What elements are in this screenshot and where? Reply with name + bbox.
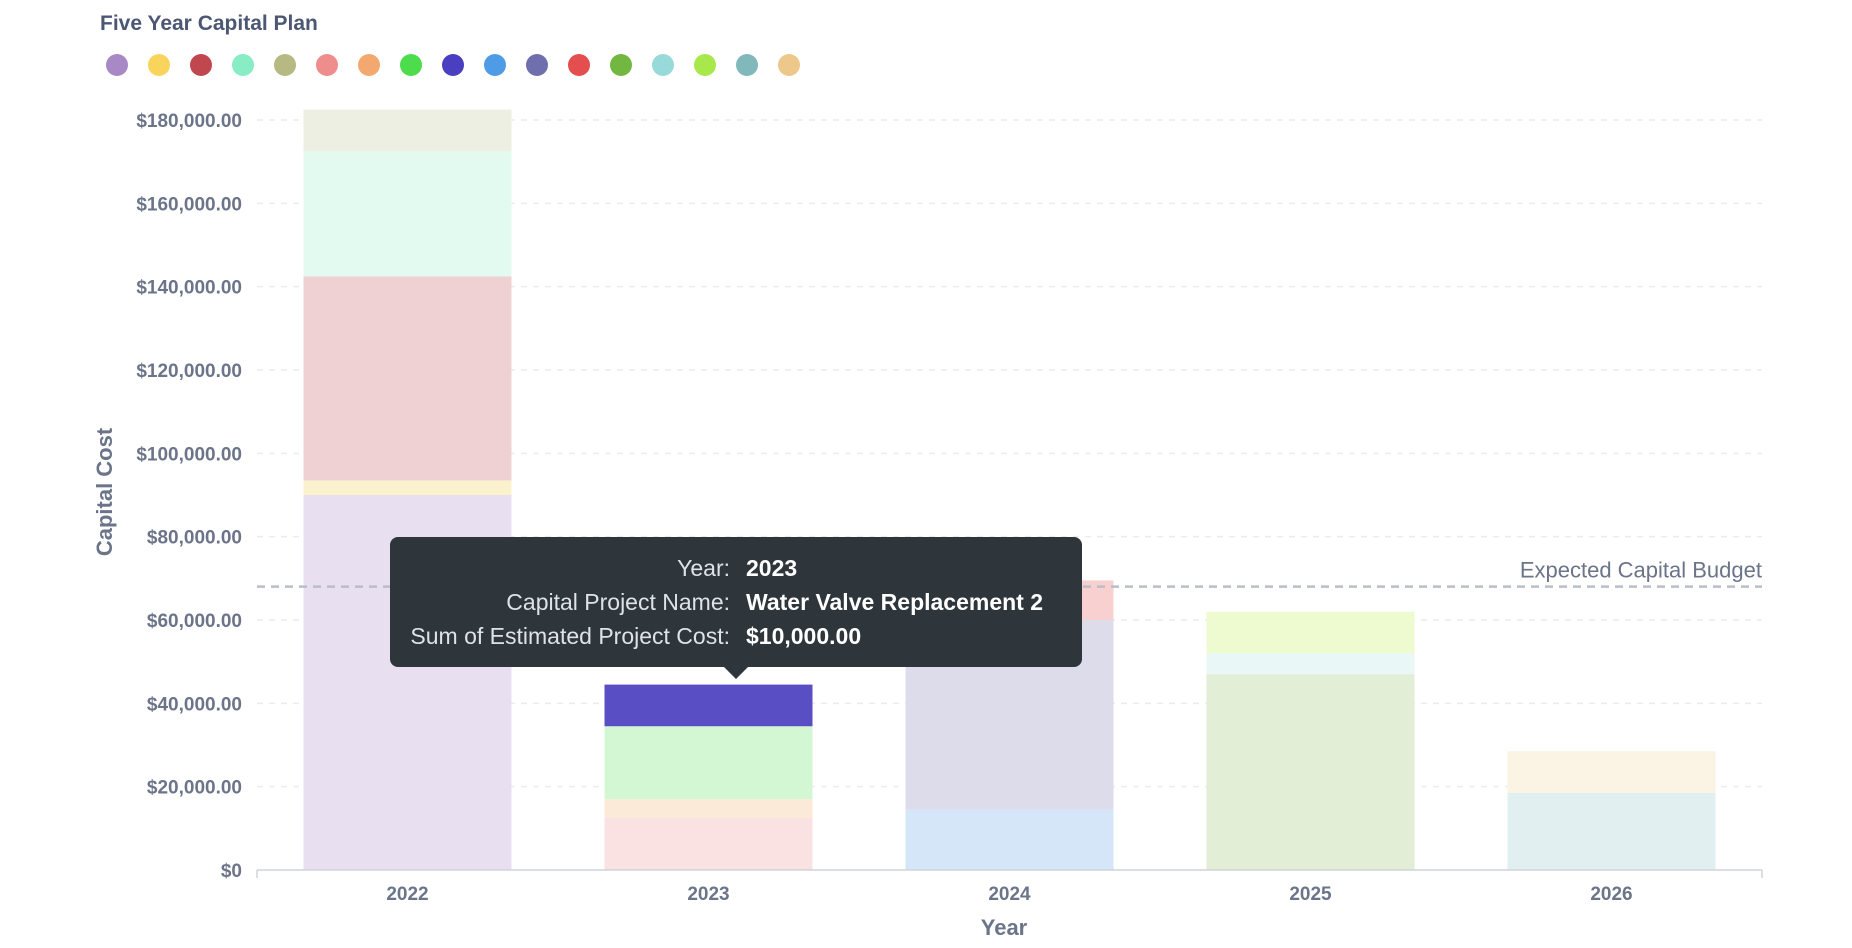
tooltip-value: Water Valve Replacement 2 <box>746 588 1044 615</box>
legend-dot-12[interactable] <box>568 54 590 76</box>
legend-dot-4[interactable] <box>232 54 254 76</box>
legend-dot-10[interactable] <box>484 54 506 76</box>
tooltip: Year: 2023 Capital Project Name: Water V… <box>390 537 1082 679</box>
tooltip-key: Year: <box>677 554 730 581</box>
bar-segment-2023-3[interactable] <box>604 726 813 800</box>
y-tick-label: $60,000.00 <box>147 611 242 632</box>
axis-layer: $0 $20,000.00 $40,000.00 $60,000.00 $80,000.… <box>136 111 1763 905</box>
legend-dot-14[interactable] <box>652 54 674 76</box>
y-tick-label: $160,000.00 <box>136 194 242 215</box>
bar-segment-2023-4[interactable] <box>604 684 813 727</box>
legend-dot-5[interactable] <box>274 54 296 76</box>
legend-dot-1[interactable] <box>106 54 128 76</box>
x-tick-label: 2025 <box>1289 884 1332 905</box>
legend-dot-7[interactable] <box>358 54 380 76</box>
x-axis-label: Year <box>981 915 1028 940</box>
y-tick-label: $0 <box>221 861 242 882</box>
legend-dot-15[interactable] <box>694 54 716 76</box>
bar-segment-2022-5[interactable] <box>303 109 512 152</box>
legend-dot-8[interactable] <box>400 54 422 76</box>
legend-dot-13[interactable] <box>610 54 632 76</box>
legend-dot-17[interactable] <box>778 54 800 76</box>
tooltip-value: $10,000.00 <box>746 622 862 649</box>
y-tick-label: $100,000.00 <box>136 444 242 465</box>
y-tick-label: $40,000.00 <box>147 694 242 715</box>
legend-dot-9[interactable] <box>442 54 464 76</box>
y-tick-label: $180,000.00 <box>136 111 242 132</box>
bar-segment-2026-1[interactable] <box>1507 792 1716 870</box>
legend-dot-16[interactable] <box>736 54 758 76</box>
y-tick-label: $80,000.00 <box>147 528 242 549</box>
x-tick-label: 2023 <box>687 884 729 905</box>
y-tick-label: $120,000.00 <box>136 361 242 382</box>
reference-line-layer: Expected Capital Budget <box>257 558 1762 588</box>
legend-dot-6[interactable] <box>316 54 338 76</box>
x-tick-label: 2024 <box>988 884 1031 905</box>
legend <box>106 52 800 78</box>
bar-segment-2026-2[interactable] <box>1507 751 1716 793</box>
bar-segment-2024-1[interactable] <box>905 809 1114 870</box>
bar-segment-2025-2[interactable] <box>1206 653 1415 675</box>
bars-layer <box>303 109 1716 870</box>
bar-segment-2022-2[interactable] <box>303 480 512 495</box>
bar-segment-2025-1[interactable] <box>1206 674 1415 870</box>
legend-dot-11[interactable] <box>526 54 548 76</box>
x-tick-label: 2022 <box>386 884 428 905</box>
tooltip-row-cost: Sum of Estimated Project Cost: $10,000.0… <box>390 619 1082 653</box>
y-axis-label: Capital Cost <box>92 427 117 556</box>
y-tick-label: $140,000.00 <box>136 278 242 299</box>
y-tick-label: $20,000.00 <box>147 778 242 799</box>
x-tick-label: 2026 <box>1590 884 1632 905</box>
bar-segment-2023-2[interactable] <box>604 799 813 818</box>
tooltip-row-project-name: Capital Project Name: Water Valve Replac… <box>390 585 1082 619</box>
tooltip-key: Sum of Estimated Project Cost: <box>410 622 730 649</box>
legend-dot-2[interactable] <box>148 54 170 76</box>
legend-dot-3[interactable] <box>190 54 212 76</box>
bar-segment-2025-3[interactable] <box>1206 611 1415 654</box>
tooltip-key: Capital Project Name: <box>506 588 730 615</box>
bar-segment-2022-3[interactable] <box>303 276 512 481</box>
tooltip-row-year: Year: 2023 <box>390 551 1082 585</box>
bar-segment-2022-4[interactable] <box>303 151 512 277</box>
chart-title: Five Year Capital Plan <box>100 12 318 35</box>
tooltip-value: 2023 <box>746 554 798 581</box>
expected-budget-label: Expected Capital Budget <box>1520 558 1762 583</box>
bar-segment-2023-1[interactable] <box>604 817 813 870</box>
